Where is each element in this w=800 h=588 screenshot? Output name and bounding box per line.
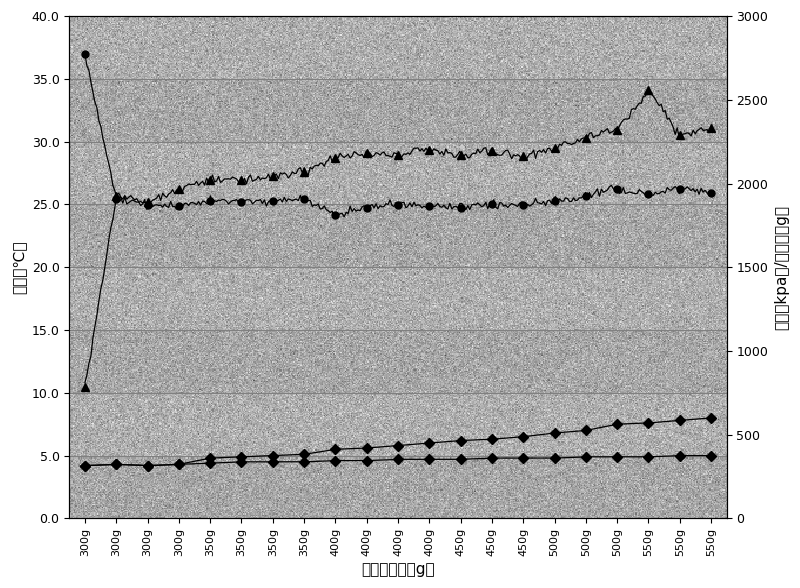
Bar (70, 142, 726, 205)
Bar (70, 393, 726, 456)
Y-axis label: 压力（kpa）/充注量（g）: 压力（kpa）/充注量（g） (774, 205, 789, 330)
Bar (70, 16, 726, 79)
Bar (70, 79, 726, 142)
Bar (70, 330, 726, 393)
X-axis label: 冷媒充注量（g）: 冷媒充注量（g） (361, 562, 435, 577)
Bar (70, 205, 726, 267)
Y-axis label: 温度（℃）: 温度（℃） (11, 240, 26, 294)
Bar (70, 456, 726, 519)
Bar (70, 267, 726, 330)
